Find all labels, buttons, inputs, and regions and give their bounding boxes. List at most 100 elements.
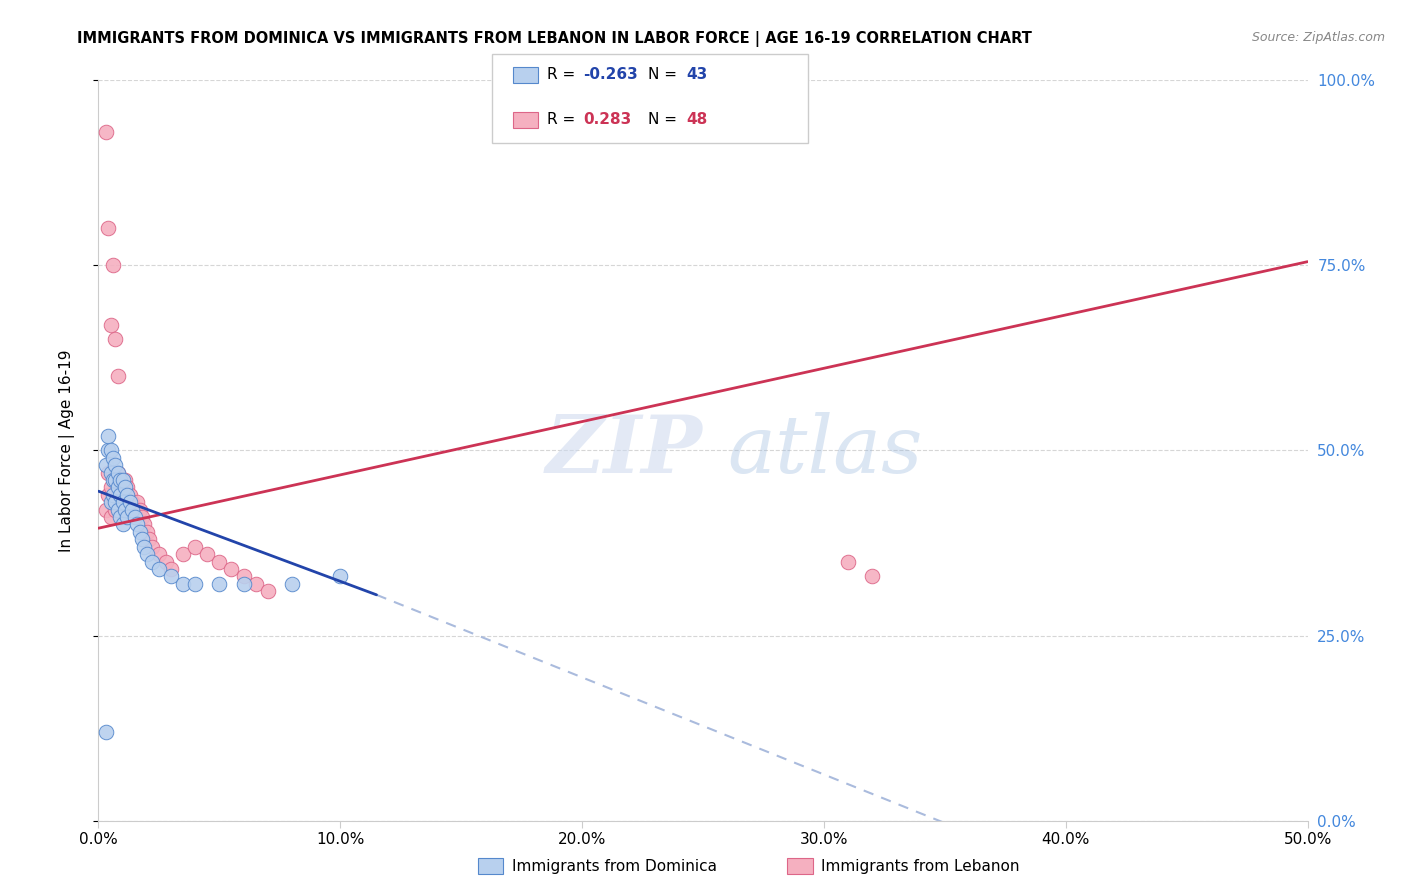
Point xyxy=(117,502,139,516)
Text: N =: N = xyxy=(648,68,682,82)
Point xyxy=(124,510,146,524)
Point xyxy=(160,569,183,583)
Point xyxy=(100,480,122,494)
Text: Immigrants from Lebanon: Immigrants from Lebanon xyxy=(821,859,1019,873)
Point xyxy=(111,517,134,532)
Point xyxy=(108,488,131,502)
Point xyxy=(111,480,134,494)
Point xyxy=(100,466,122,480)
Point xyxy=(107,480,129,494)
Point xyxy=(117,480,139,494)
Point xyxy=(114,495,136,509)
Point xyxy=(94,125,117,139)
Point xyxy=(208,576,231,591)
Point xyxy=(107,488,129,502)
Point xyxy=(184,540,207,554)
Point xyxy=(94,502,117,516)
Point xyxy=(108,473,131,487)
Y-axis label: In Labor Force | Age 16-19: In Labor Force | Age 16-19 xyxy=(59,349,75,552)
Point xyxy=(148,562,170,576)
Point xyxy=(118,495,141,509)
Point xyxy=(97,443,120,458)
Point xyxy=(172,576,194,591)
Text: atlas: atlas xyxy=(727,412,922,489)
Text: N =: N = xyxy=(648,112,682,127)
Point xyxy=(232,569,254,583)
Point xyxy=(155,555,177,569)
Point xyxy=(117,488,139,502)
Point xyxy=(100,443,122,458)
Text: R =: R = xyxy=(547,112,585,127)
Point xyxy=(134,540,156,554)
Point xyxy=(131,533,153,547)
Point xyxy=(101,488,124,502)
Point xyxy=(128,524,150,539)
Point xyxy=(104,502,127,516)
Point xyxy=(101,450,124,465)
Point xyxy=(97,428,120,442)
Text: Source: ZipAtlas.com: Source: ZipAtlas.com xyxy=(1251,31,1385,45)
Point xyxy=(101,466,124,480)
Point xyxy=(111,502,134,516)
Point xyxy=(329,569,352,583)
Point xyxy=(124,502,146,516)
Point xyxy=(101,259,124,273)
Point xyxy=(104,473,127,487)
Point xyxy=(232,576,254,591)
Point xyxy=(107,369,129,384)
Point xyxy=(138,533,160,547)
Point xyxy=(128,502,150,516)
Point xyxy=(141,555,163,569)
Point xyxy=(135,524,157,539)
Point xyxy=(100,318,122,332)
Text: R =: R = xyxy=(547,68,581,82)
Text: 48: 48 xyxy=(686,112,707,127)
Point xyxy=(121,495,143,509)
Point xyxy=(256,584,278,599)
Point xyxy=(104,332,127,346)
Point xyxy=(245,576,267,591)
Point xyxy=(135,547,157,561)
Point xyxy=(184,576,207,591)
Point xyxy=(208,555,231,569)
Point xyxy=(94,724,117,739)
Point xyxy=(100,510,122,524)
Text: 43: 43 xyxy=(686,68,707,82)
Point xyxy=(114,473,136,487)
Point xyxy=(100,495,122,509)
Point xyxy=(160,562,183,576)
Point xyxy=(97,221,120,235)
Point xyxy=(172,547,194,561)
Point xyxy=(97,466,120,480)
Point xyxy=(104,473,127,487)
Point xyxy=(104,495,127,509)
Point xyxy=(121,502,143,516)
Point xyxy=(118,488,141,502)
Point xyxy=(148,547,170,561)
Point xyxy=(108,473,131,487)
Point xyxy=(860,569,883,583)
Point xyxy=(114,502,136,516)
Text: Immigrants from Dominica: Immigrants from Dominica xyxy=(512,859,717,873)
Point xyxy=(131,510,153,524)
Text: ZIP: ZIP xyxy=(546,412,703,489)
Point xyxy=(111,473,134,487)
Point xyxy=(117,510,139,524)
Point xyxy=(107,502,129,516)
Point xyxy=(101,473,124,487)
Point xyxy=(114,480,136,494)
Text: 0.283: 0.283 xyxy=(583,112,631,127)
Point xyxy=(281,576,304,591)
Point xyxy=(101,495,124,509)
Point xyxy=(141,540,163,554)
Point xyxy=(107,466,129,480)
Point xyxy=(108,510,131,524)
Text: -0.263: -0.263 xyxy=(583,68,638,82)
Text: IMMIGRANTS FROM DOMINICA VS IMMIGRANTS FROM LEBANON IN LABOR FORCE | AGE 16-19 C: IMMIGRANTS FROM DOMINICA VS IMMIGRANTS F… xyxy=(77,31,1032,47)
Point xyxy=(111,495,134,509)
Point xyxy=(195,547,218,561)
Point xyxy=(837,555,859,569)
Point xyxy=(221,562,243,576)
Point xyxy=(127,517,149,532)
Point xyxy=(104,458,127,473)
